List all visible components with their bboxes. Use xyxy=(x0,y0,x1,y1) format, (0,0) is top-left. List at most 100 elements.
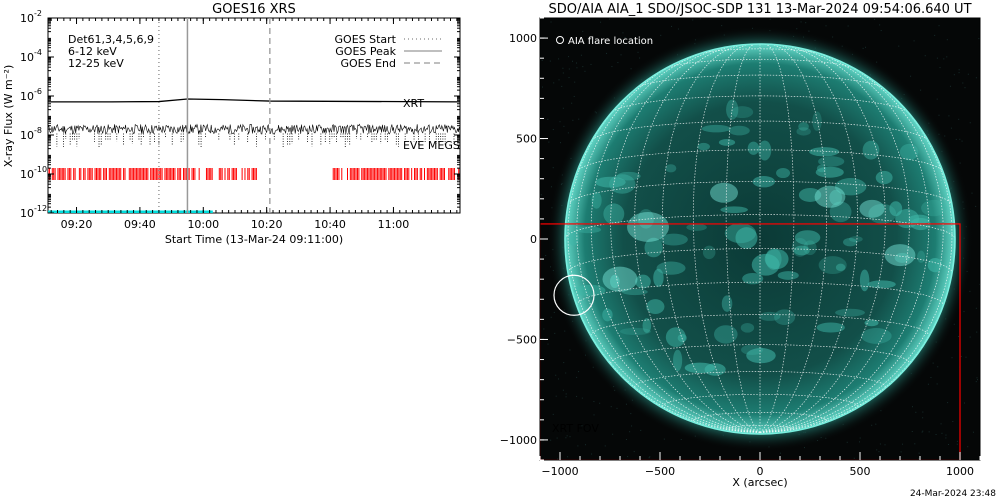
noise-speckle xyxy=(913,40,915,42)
noise-speckle xyxy=(921,431,923,433)
noise-speckle xyxy=(847,25,849,27)
active-region-blob xyxy=(764,248,789,270)
noise-speckle xyxy=(562,72,564,74)
noise-speckle xyxy=(567,456,569,458)
noise-speckle xyxy=(914,443,916,445)
noise-speckle xyxy=(591,453,593,455)
active-region-blob xyxy=(686,223,707,231)
longitude-line xyxy=(759,48,930,433)
active-region-blob xyxy=(619,327,651,335)
noise-speckle xyxy=(581,425,583,427)
active-region-blob xyxy=(621,288,648,296)
aia-y-tick-label: 500 xyxy=(516,133,537,146)
detector-legend-entry: 6-12 keV xyxy=(68,45,117,58)
noise-speckle xyxy=(562,107,564,109)
noise-speckle xyxy=(928,431,930,433)
active-region-blob xyxy=(665,164,677,173)
noise-speckle xyxy=(553,82,555,84)
active-region-blob xyxy=(758,140,772,161)
noise-speckle xyxy=(561,85,563,87)
noise-speckle xyxy=(936,98,938,100)
active-region-blob xyxy=(684,362,716,374)
noise-speckle xyxy=(547,118,549,120)
latitude-line xyxy=(567,248,953,273)
noise-speckle xyxy=(571,60,573,62)
goes-chart-title: GOES16 XRS xyxy=(212,2,296,17)
noise-speckle xyxy=(671,25,673,27)
aia-axes: −1000 −500 0 500 1000 −1000 −500 0 500 1000 xyxy=(500,17,981,478)
goes-y-tick-exponent: -12 xyxy=(34,204,47,213)
noise-speckle xyxy=(902,443,904,445)
noise-speckle xyxy=(864,46,866,48)
goes-y-axis-label: X-ray Flux (W m⁻²) xyxy=(2,65,15,167)
noise-speckle xyxy=(663,438,665,440)
noise-speckle xyxy=(543,328,545,330)
noise-speckle xyxy=(961,140,963,142)
noise-speckle xyxy=(975,381,977,383)
noise-speckle xyxy=(959,162,961,164)
noise-speckle xyxy=(912,406,914,408)
active-region-blob xyxy=(868,203,897,224)
active-region-blob xyxy=(835,263,846,272)
active-region-blob xyxy=(794,230,821,245)
noise-speckle xyxy=(978,283,980,285)
active-region-blob xyxy=(798,122,809,131)
noise-speckle xyxy=(911,430,913,432)
noise-speckle xyxy=(648,457,650,459)
noise-speckle xyxy=(943,58,945,60)
noise-speckle xyxy=(874,18,876,20)
longitude-line xyxy=(565,238,761,433)
goes-y-tick-exponent: -10 xyxy=(34,165,47,174)
active-region-blob xyxy=(829,189,843,206)
noise-speckle xyxy=(565,396,567,398)
noise-speckle xyxy=(611,66,613,68)
heliographic-grid xyxy=(565,44,955,433)
noise-speckle xyxy=(566,435,568,437)
noise-speckle xyxy=(972,431,974,433)
goes-y-tick-exponent: -8 xyxy=(34,126,42,135)
noise-speckle xyxy=(571,102,573,104)
noise-speckle xyxy=(612,433,614,435)
noise-speckle xyxy=(548,141,550,143)
noise-speckle xyxy=(629,431,631,433)
noise-speckle xyxy=(544,36,546,38)
noise-speckle xyxy=(553,311,555,313)
active-region-blob xyxy=(741,344,764,355)
longitude-line xyxy=(692,44,761,433)
noise-speckle xyxy=(630,68,632,70)
noise-speckle xyxy=(871,424,873,426)
active-region-blob xyxy=(746,347,776,364)
noise-speckle xyxy=(975,307,977,309)
noise-speckle xyxy=(958,336,960,338)
goes-axes: 09:20 09:40 10:00 10:20 10:40 11:0010-1210-10… xyxy=(20,9,460,231)
goes-y-tick-label: 10 xyxy=(20,12,34,25)
noise-speckle xyxy=(922,430,924,432)
active-region-blob xyxy=(843,237,858,247)
active-region-blob xyxy=(653,268,664,287)
noise-speckle xyxy=(575,62,577,64)
longitude-line xyxy=(759,85,953,433)
noise-speckle xyxy=(958,118,960,120)
noise-speckle xyxy=(568,56,570,58)
active-region-blob xyxy=(798,188,822,202)
active-region-blob xyxy=(774,309,796,326)
noise-speckle xyxy=(567,132,569,134)
noise-speckle xyxy=(550,316,552,318)
active-region-blob xyxy=(602,308,613,322)
noise-speckle xyxy=(620,54,622,56)
noise-speckle xyxy=(639,43,641,45)
active-region-blob xyxy=(791,237,809,257)
noise-speckle xyxy=(555,374,557,376)
noise-speckle xyxy=(927,383,929,385)
longitude-line xyxy=(725,44,761,433)
noise-speckle xyxy=(880,30,882,32)
active-region-blob xyxy=(673,349,683,372)
noise-speckle xyxy=(699,18,701,20)
noise-speckle xyxy=(937,366,939,368)
noise-speckle xyxy=(559,142,561,144)
xrt-fov-label: XRT FOV xyxy=(552,422,599,435)
bright-region xyxy=(859,199,885,218)
noise-speckle xyxy=(558,79,560,81)
noise-speckle xyxy=(935,433,937,435)
active-regions xyxy=(568,99,947,376)
